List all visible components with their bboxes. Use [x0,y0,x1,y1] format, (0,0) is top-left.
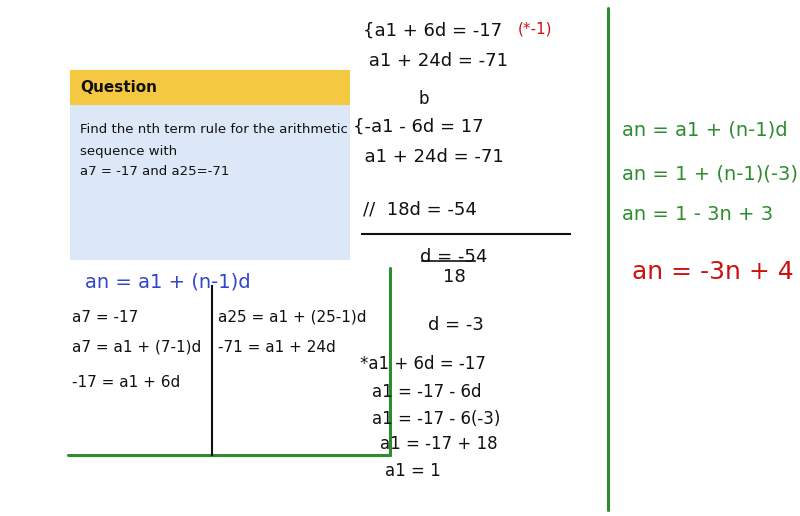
Text: an = 1 - 3n + 3: an = 1 - 3n + 3 [622,205,773,224]
Text: -71 = a1 + 24d: -71 = a1 + 24d [218,340,336,355]
Text: a1 = -17 - 6d: a1 = -17 - 6d [372,383,482,401]
Text: {-a1 - 6d = 17: {-a1 - 6d = 17 [353,118,484,136]
Bar [70,105,350,260]
Text: a7 = a1 + (7-1)d: a7 = a1 + (7-1)d [72,340,202,355]
Text: a1 = -17 + 18: a1 = -17 + 18 [380,435,498,453]
Text: an = a1 + (n-1)d: an = a1 + (n-1)d [85,272,250,291]
Text: //  18d = -54: // 18d = -54 [363,200,477,218]
Text: 18: 18 [420,268,466,286]
Text: b: b [418,90,429,108]
Text: a1 + 24d = -71: a1 + 24d = -71 [353,148,504,166]
Text: a1 = 1: a1 = 1 [385,462,441,480]
Bar [70,70,350,105]
Text: an = 1 + (n-1)(-3): an = 1 + (n-1)(-3) [622,165,798,184]
Text: a7 = -17: a7 = -17 [72,310,138,325]
Text: Question: Question [80,80,157,95]
Text: (*-1): (*-1) [518,22,553,37]
Text: {a1 + 6d = -17: {a1 + 6d = -17 [363,22,502,40]
Text: -17 = a1 + 6d: -17 = a1 + 6d [72,375,180,390]
Text: an = a1 + (n-1)d: an = a1 + (n-1)d [622,120,788,139]
Text: *a1 + 6d = -17: *a1 + 6d = -17 [360,355,486,373]
Text: a25 = a1 + (25-1)d: a25 = a1 + (25-1)d [218,310,366,325]
Text: d = -3: d = -3 [428,316,484,334]
Text: a1 = -17 - 6(-3): a1 = -17 - 6(-3) [372,410,500,428]
Text: a7 = -17 and a25=-71: a7 = -17 and a25=-71 [80,165,230,178]
Text: Find the nth term rule for the arithmetic: Find the nth term rule for the arithmeti… [80,123,348,136]
Text: sequence with: sequence with [80,145,177,158]
Text: d = -54: d = -54 [420,248,487,266]
Text: an = -3n + 4: an = -3n + 4 [632,260,794,284]
Text: a1 + 24d = -71: a1 + 24d = -71 [363,52,508,70]
